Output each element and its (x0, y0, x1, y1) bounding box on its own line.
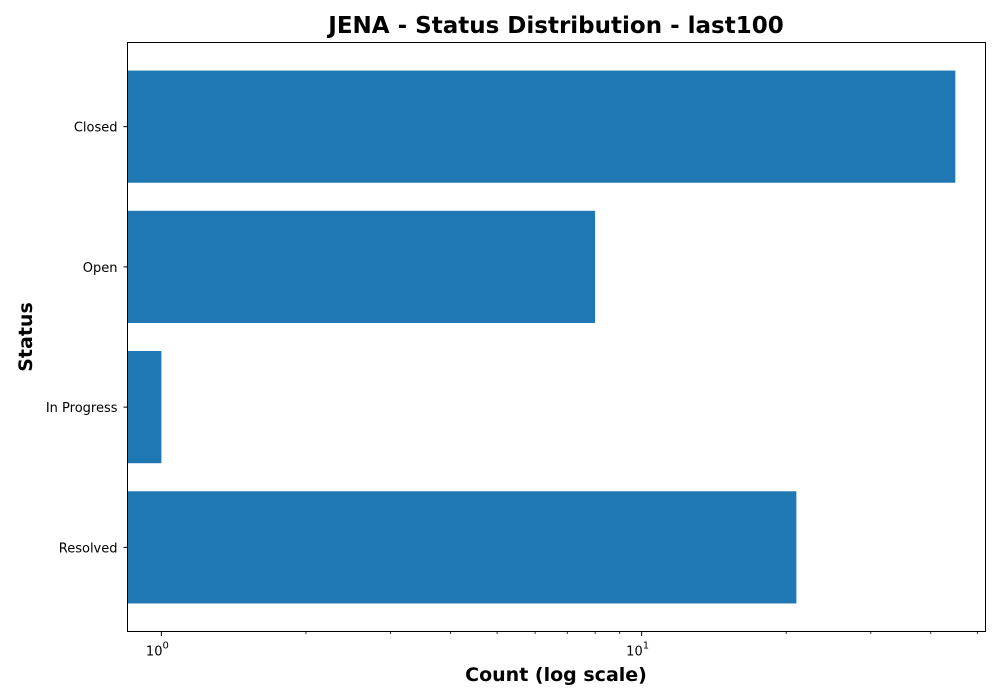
y-tick-label: Closed (74, 121, 118, 136)
y-tick-label: Resolved (59, 541, 118, 556)
y-axis-ticks: Closed Open In Progress Resolved (46, 121, 128, 556)
chart-title: JENA - Status Distribution - last100 (326, 13, 783, 39)
x-tick-label: 101 (626, 641, 649, 660)
plot-area-frame (127, 42, 986, 632)
y-tick-label: In Progress (46, 401, 118, 416)
y-axis-label: Status (15, 302, 37, 372)
x-axis-ticks: 100 101 (146, 631, 978, 660)
bar-open (127, 210, 596, 323)
x-tick-label: 100 (146, 641, 169, 660)
x-axis-label: Count (log scale) (465, 664, 647, 686)
bar-resolved (127, 491, 797, 604)
bar-in-progress (127, 351, 162, 464)
bar-closed (127, 70, 956, 183)
y-tick-label: Open (83, 261, 118, 276)
bars-group (127, 70, 956, 604)
